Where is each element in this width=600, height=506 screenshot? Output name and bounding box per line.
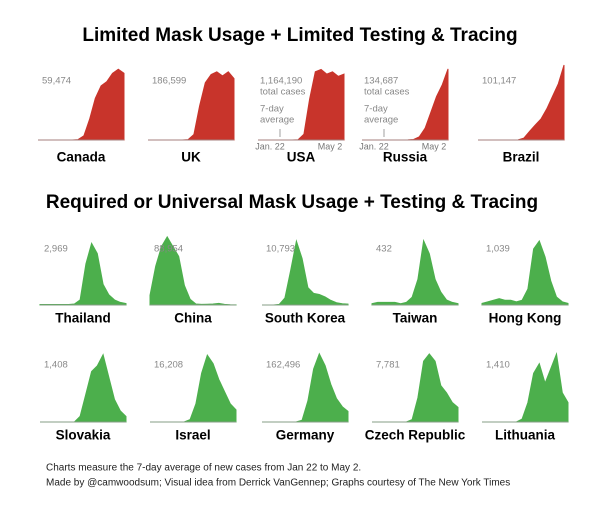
heading: Required or Universal Mask Usage + Testi…	[46, 192, 538, 213]
area	[481, 239, 569, 306]
country-label: Czech Republic	[365, 428, 466, 443]
annotation: 7,781	[376, 360, 400, 371]
annotation: 101,147	[482, 76, 516, 87]
x-axis-label: May 2	[318, 141, 343, 151]
annotation: 432	[376, 244, 392, 255]
footer-note: Made by @camwoodsum; Visual idea from De…	[46, 478, 510, 489]
annotation: 59,474	[42, 76, 71, 87]
annotation: 10,793	[266, 244, 295, 255]
annotation: 16,208	[154, 360, 183, 371]
annotation: average	[364, 115, 398, 126]
annotation: total cases	[260, 87, 306, 98]
country-label: Lithuania	[495, 428, 555, 443]
annotation: 1,164,190	[260, 76, 302, 87]
x-axis-label: May 2	[422, 141, 447, 151]
annotation: 162,496	[266, 360, 300, 371]
annotation: 134,687	[364, 76, 398, 87]
annotation: average	[260, 115, 294, 126]
area	[262, 239, 349, 306]
country-label: Slovakia	[56, 428, 111, 443]
country-label: Israel	[175, 428, 210, 443]
annotation: 2,969	[44, 244, 68, 255]
annotation: 1,039	[486, 244, 510, 255]
annotation: 1,408	[44, 360, 68, 371]
country-label: Germany	[276, 428, 335, 443]
country-label: Russia	[383, 150, 428, 165]
country-label: South Korea	[265, 311, 346, 326]
area	[371, 238, 459, 306]
x-axis-label: Jan. 22	[359, 141, 389, 151]
country-label: Hong Kong	[489, 311, 562, 326]
country-label: Thailand	[55, 311, 111, 326]
country-label: Canada	[57, 150, 106, 165]
country-label: China	[174, 311, 212, 326]
annotation: 7-day	[260, 104, 284, 115]
country-label: UK	[181, 150, 201, 165]
annotation: 1,410	[486, 360, 510, 371]
heading: Limited Mask Usage + Limited Testing & T…	[82, 25, 517, 46]
area	[39, 241, 127, 306]
annotation: 186,599	[152, 76, 186, 87]
footer-note: Charts measure the 7-day average of new …	[46, 463, 361, 474]
annotation: 7-day	[364, 104, 388, 115]
country-label: USA	[287, 150, 316, 165]
annotation: 88,954	[154, 244, 183, 255]
country-label: Taiwan	[393, 311, 438, 326]
x-axis-label: Jan. 22	[255, 141, 285, 151]
country-label: Brazil	[503, 150, 540, 165]
annotation: total cases	[364, 87, 410, 98]
